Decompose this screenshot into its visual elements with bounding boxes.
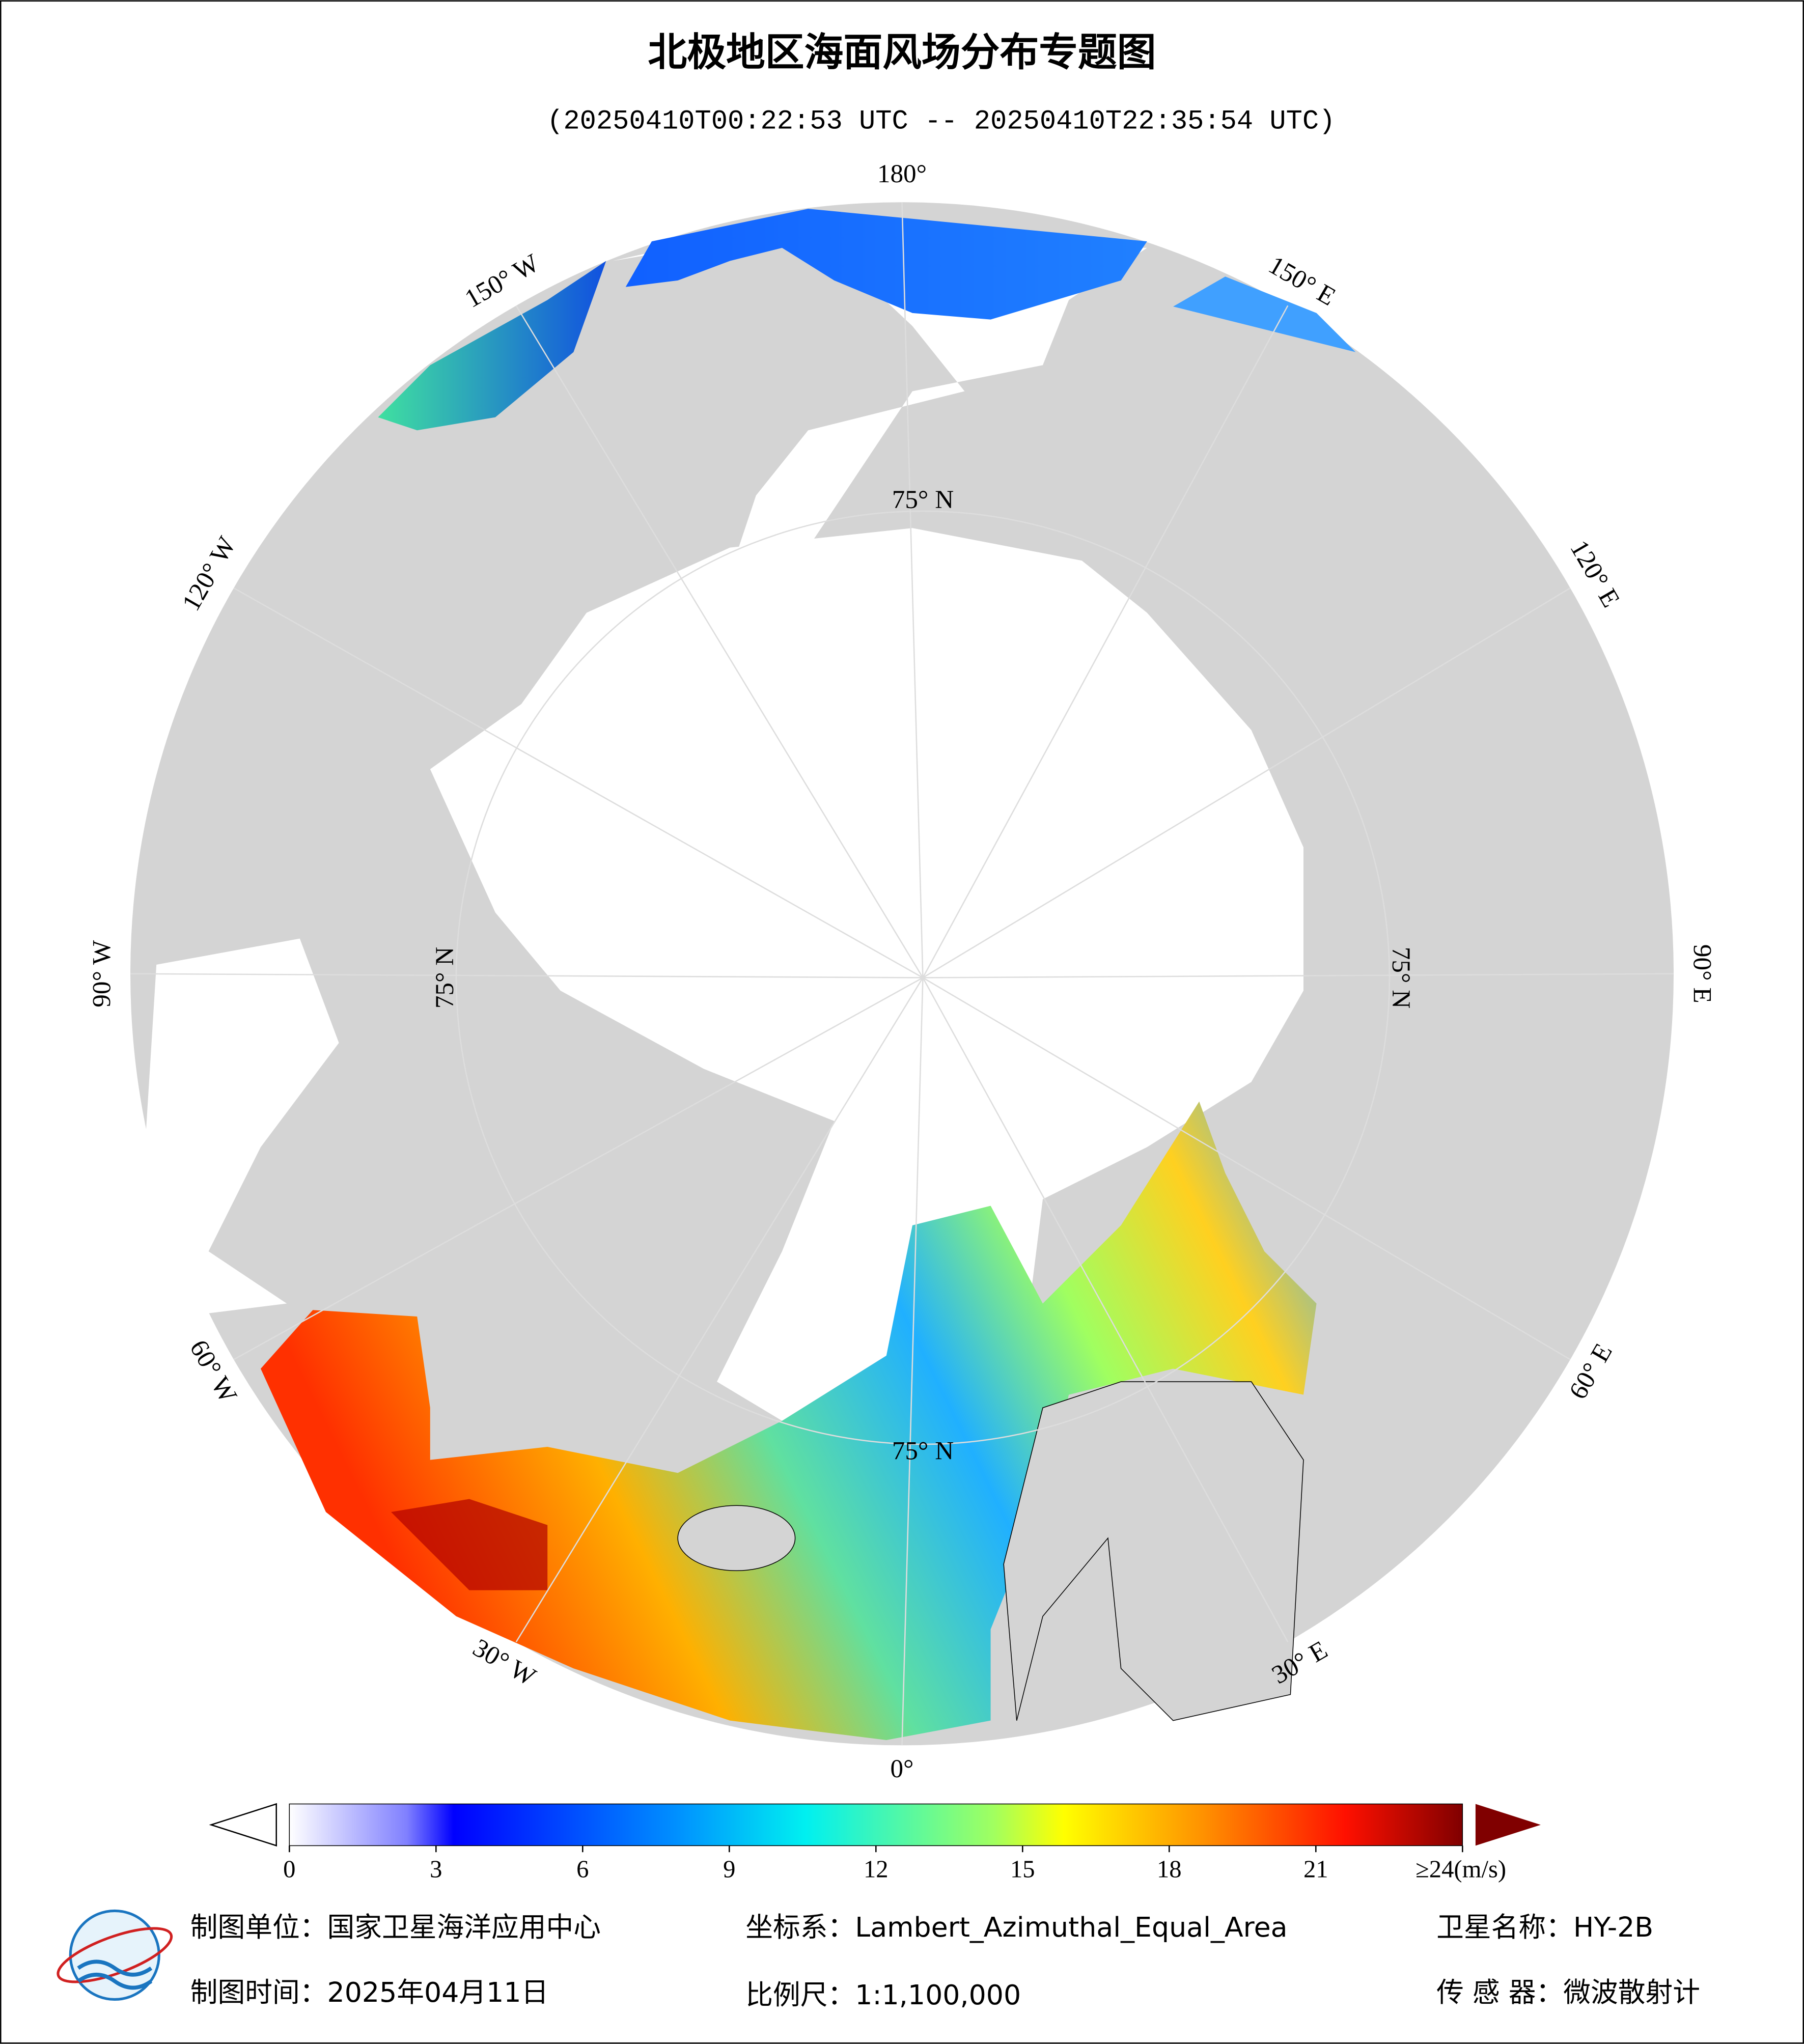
colorbar-tick-label: 18 — [1157, 1856, 1182, 1883]
meridian — [923, 973, 1674, 978]
longitude-label: 90° W — [88, 940, 117, 1007]
iceland — [677, 1505, 796, 1572]
footer-date: 制图时间：2025年04月11日 — [190, 1976, 549, 2008]
meridian — [922, 305, 1289, 978]
colorbar-tick-label: 12 — [864, 1856, 889, 1883]
ocean — [613, 228, 1147, 574]
meridian — [233, 977, 924, 1360]
latitude-label: 75° N — [430, 947, 459, 1009]
ocean — [143, 938, 339, 1317]
colorbar: 0 3 6 9 12 15 18 21 ≥24(m/s) — [209, 1803, 1541, 1883]
colorbar-tick-label: ≥24(m/s) — [1416, 1856, 1506, 1883]
wind-field — [625, 209, 1147, 320]
colorbar-tick-label: 15 — [1010, 1856, 1035, 1883]
wind-field — [1173, 276, 1356, 352]
longitude-label: 180° — [877, 159, 927, 188]
meridian — [922, 977, 1571, 1360]
meridian — [922, 587, 1571, 978]
meridian — [901, 977, 924, 1746]
meridian — [515, 305, 924, 978]
graticule — [130, 202, 1674, 1746]
colorbar-tick-label: 0 — [283, 1856, 295, 1883]
footer-scale: 比例尺：1:1,100,000 — [745, 1979, 1021, 2011]
logo — [57, 1909, 173, 2001]
footer-satellite: 卫星名称：HY-2B — [1436, 1911, 1653, 1943]
parallel — [455, 510, 1391, 1445]
colorbar-min-arrow — [209, 1803, 277, 1847]
meridian — [233, 587, 924, 978]
wind-field — [378, 261, 606, 431]
subtitle: (20250410T00:22:53 UTC -- 20250410T22:35… — [547, 106, 1335, 137]
footer-unit: 制图单位：国家卫星海洋应用中心 — [190, 1911, 601, 1943]
meridian — [922, 977, 1289, 1642]
wind-field — [391, 1499, 548, 1590]
colorbar-tick-label: 6 — [576, 1856, 589, 1883]
title: 北极地区海面风场分布专题图 — [648, 30, 1156, 75]
colorbar-tick-label: 21 — [1303, 1856, 1328, 1883]
meridian — [901, 202, 924, 978]
latitude-label: 75° N — [892, 1437, 954, 1466]
meridian — [130, 973, 923, 978]
colorbar-tick-label: 3 — [430, 1856, 442, 1883]
longitude-label: 90° E — [1687, 944, 1716, 1003]
scandinavia — [1003, 1381, 1304, 1721]
latitude-label: 75° N — [1386, 947, 1416, 1009]
latitude-label: 75° N — [892, 485, 954, 514]
meridian — [515, 977, 924, 1642]
footer-crs: 坐标系：Lambert_Azimuthal_Equal_Area — [745, 1911, 1287, 1943]
colorbar-max-arrow — [1475, 1804, 1541, 1846]
footer-sensor: 传 感 器：微波散射计 — [1436, 1976, 1700, 2008]
ocean — [430, 528, 1303, 1421]
colorbar-tick-label: 9 — [723, 1856, 735, 1883]
longitude-label: 0° — [890, 1754, 913, 1783]
colorbar-ramp — [289, 1803, 1463, 1846]
